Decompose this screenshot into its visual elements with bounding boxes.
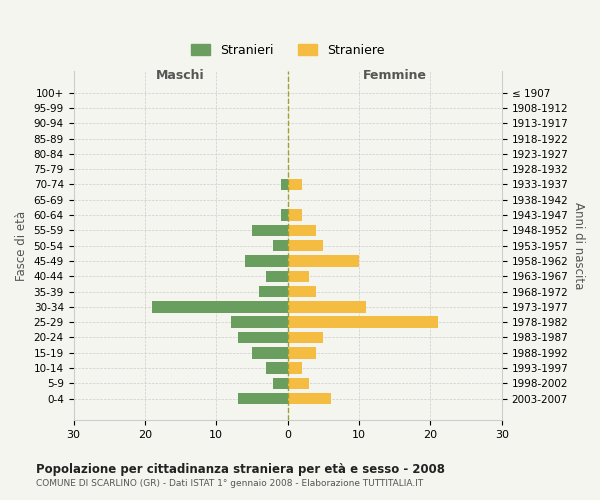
Text: Femmine: Femmine: [363, 69, 427, 82]
Bar: [274, 378, 287, 389]
Bar: [252, 347, 287, 358]
Bar: [238, 332, 287, 343]
Text: Popolazione per cittadinanza straniera per età e sesso - 2008: Popolazione per cittadinanza straniera p…: [36, 462, 445, 475]
Bar: [266, 362, 287, 374]
Bar: [259, 286, 287, 298]
Text: COMUNE DI SCARLINO (GR) - Dati ISTAT 1° gennaio 2008 - Elaborazione TUTTITALIA.I: COMUNE DI SCARLINO (GR) - Dati ISTAT 1° …: [36, 479, 423, 488]
Bar: [230, 316, 287, 328]
Bar: [287, 316, 437, 328]
Bar: [287, 378, 309, 389]
Bar: [281, 179, 287, 190]
Bar: [287, 270, 309, 282]
Bar: [287, 393, 331, 404]
Legend: Stranieri, Straniere: Stranieri, Straniere: [186, 39, 389, 62]
Bar: [152, 301, 287, 312]
Bar: [287, 347, 316, 358]
Bar: [287, 256, 359, 266]
Bar: [245, 256, 287, 266]
Bar: [287, 179, 302, 190]
Bar: [252, 224, 287, 236]
Bar: [274, 240, 287, 252]
Y-axis label: Anni di nascita: Anni di nascita: [572, 202, 585, 290]
Bar: [281, 210, 287, 221]
Bar: [287, 332, 323, 343]
Bar: [238, 393, 287, 404]
Text: Maschi: Maschi: [156, 69, 205, 82]
Bar: [287, 301, 366, 312]
Bar: [287, 210, 302, 221]
Bar: [287, 286, 316, 298]
Bar: [287, 240, 323, 252]
Bar: [266, 270, 287, 282]
Bar: [287, 362, 302, 374]
Y-axis label: Fasce di età: Fasce di età: [15, 210, 28, 281]
Bar: [287, 224, 316, 236]
